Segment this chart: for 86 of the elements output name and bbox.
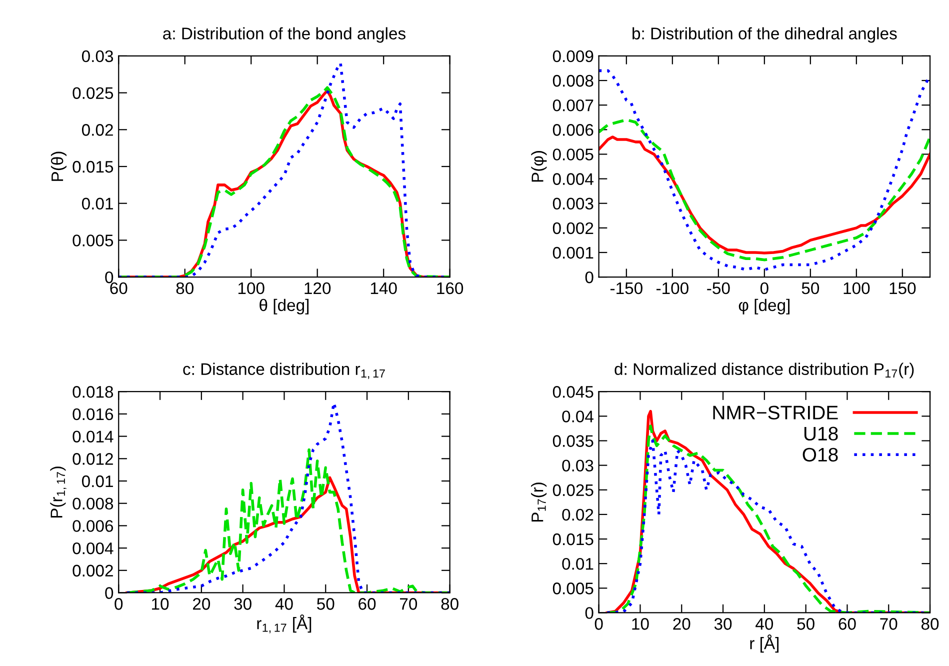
y-tick-label: 0.009 bbox=[552, 50, 594, 62]
x-axis-title: r [Å] bbox=[750, 634, 779, 653]
y-tick-label: 0.03 bbox=[82, 50, 114, 62]
x-tick-label: 80 bbox=[921, 618, 939, 630]
x-tick-label: 100 bbox=[844, 282, 870, 294]
x-tick-label: -150 bbox=[610, 282, 642, 294]
line-series bbox=[598, 118, 930, 262]
x-tick-label: 50 bbox=[797, 618, 814, 630]
y-axis-title: P$_{17}$(r) bbox=[531, 482, 547, 522]
y-tick-label: 0.005 bbox=[72, 234, 114, 246]
x-tick-label: 50 bbox=[317, 598, 334, 610]
legend-label: NMR−STRIDE bbox=[713, 406, 838, 420]
x-tick-label: -100 bbox=[656, 282, 688, 294]
x-axis-title: r$_{1,17}$ [Å] bbox=[257, 614, 312, 634]
y-tick-label: 0 bbox=[105, 587, 114, 599]
y-tick-label: 0.003 bbox=[552, 198, 594, 210]
y-tick-label: 0.02 bbox=[562, 508, 594, 521]
y-tick-label: 0.005 bbox=[552, 582, 594, 594]
x-tick-label: 150 bbox=[890, 282, 916, 294]
line-series bbox=[598, 69, 930, 272]
x-tick-label: 40 bbox=[275, 598, 293, 610]
x-tick-label: 40 bbox=[756, 618, 774, 630]
x-tick-label: 30 bbox=[714, 618, 732, 630]
x-tick-label: 120 bbox=[304, 282, 331, 294]
y-tick-label: 0.01 bbox=[562, 558, 594, 570]
x-tick-label: 100 bbox=[238, 282, 264, 294]
y-tick-label: 0.008 bbox=[552, 74, 594, 87]
x-tick-label: 20 bbox=[673, 618, 690, 630]
x-tick-label: 70 bbox=[880, 618, 898, 630]
legend-label: U18 bbox=[804, 426, 838, 441]
y-axis-title: P(φ) bbox=[531, 151, 547, 182]
x-axis-title: θ [deg] bbox=[260, 298, 309, 314]
y-tick-label: 0.004 bbox=[72, 542, 114, 554]
y-tick-label: 0.025 bbox=[552, 484, 594, 496]
y-tick-label: 0.004 bbox=[552, 173, 594, 185]
y-axis-title: P(θ) bbox=[50, 152, 66, 181]
y-tick-label: 0.002 bbox=[72, 564, 113, 577]
y-tick-label: 0.016 bbox=[72, 408, 114, 420]
y-tick-label: 0.006 bbox=[552, 124, 594, 136]
y-tick-label: 0.006 bbox=[72, 520, 114, 532]
x-tick-label: 140 bbox=[370, 282, 397, 294]
y-tick-label: 0.02 bbox=[82, 124, 113, 136]
y-tick-label: 0.014 bbox=[72, 430, 114, 443]
y-tick-label: 0.018 bbox=[72, 386, 114, 398]
y-tick-label: 0 bbox=[585, 271, 594, 284]
y-tick-label: 0.035 bbox=[552, 435, 594, 447]
x-tick-label: 70 bbox=[400, 598, 418, 610]
chart-title: a: Distribution of the bond angles bbox=[163, 27, 406, 43]
y-tick-label: 0 bbox=[585, 607, 594, 619]
y-tick-label: 0.007 bbox=[552, 99, 594, 112]
x-tick-label: 80 bbox=[441, 598, 458, 610]
y-tick-label: 0.025 bbox=[72, 87, 114, 99]
line-series bbox=[126, 448, 450, 593]
x-tick-label: 30 bbox=[234, 598, 252, 610]
y-tick-label: 0.03 bbox=[562, 460, 594, 472]
x-tick-label: 160 bbox=[437, 282, 464, 294]
y-tick-label: 0 bbox=[105, 271, 114, 284]
x-tick-label: 50 bbox=[802, 282, 820, 294]
x-tick-label: 10 bbox=[152, 598, 169, 610]
y-tick-label: 0.01 bbox=[82, 475, 113, 488]
y-tick-label: 0.015 bbox=[72, 160, 114, 173]
x-tick-label: 20 bbox=[192, 598, 210, 610]
y-tick-label: 0.005 bbox=[552, 148, 594, 160]
chart-title: d: Normalized distance distribution P$_{17}$(r) bbox=[614, 362, 914, 378]
chart-title: c: Distance distribution r$_{1,17}$ bbox=[183, 362, 385, 379]
y-tick-label: 0.001 bbox=[552, 246, 594, 259]
legend-label: O18 bbox=[802, 448, 838, 462]
y-tick-label: 0.008 bbox=[72, 498, 114, 510]
x-tick-label: 0 bbox=[594, 618, 603, 630]
y-tick-label: 0.002 bbox=[552, 222, 594, 234]
y-tick-label: 0.01 bbox=[82, 198, 113, 210]
x-tick-label: -50 bbox=[707, 282, 730, 294]
y-tick-label: 0.045 bbox=[552, 386, 594, 398]
y-tick-label: 0.04 bbox=[562, 410, 594, 422]
y-axis-title: P(r$_{1,17}$) bbox=[50, 466, 66, 518]
x-tick-label: 60 bbox=[358, 598, 376, 610]
x-tick-label: 0 bbox=[114, 598, 123, 610]
y-tick-label: 0.015 bbox=[552, 533, 594, 546]
x-tick-label: 0 bbox=[760, 282, 768, 294]
x-tick-label: 10 bbox=[632, 618, 649, 630]
x-tick-label: 60 bbox=[110, 282, 128, 294]
x-axis-title: φ [deg] bbox=[738, 298, 790, 314]
x-tick-label: 60 bbox=[838, 618, 856, 630]
y-tick-label: 0.012 bbox=[72, 453, 113, 465]
chart-title: b: Distribution of the dihedral angles bbox=[632, 27, 897, 43]
x-tick-label: 80 bbox=[176, 282, 194, 294]
